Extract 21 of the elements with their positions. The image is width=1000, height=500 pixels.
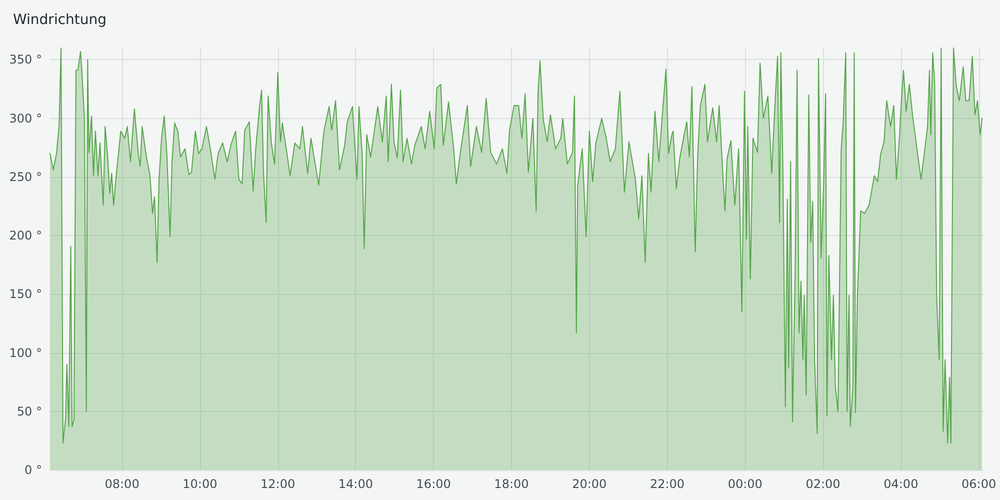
x-tick-label: 12:00 [260,477,296,491]
x-tick-label: 10:00 [182,477,218,491]
x-tick-label: 22:00 [650,477,685,491]
x-tick-label: 00:00 [728,477,762,491]
y-tick-label: 250 ° [9,170,42,184]
x-tick-label: 14:00 [338,477,374,491]
y-tick-label: 0 ° [24,463,42,477]
y-tick-label: 50 ° [16,404,42,418]
x-tick-label: 06:00 [962,477,996,491]
x-tick-label: 08:00 [104,477,140,491]
x-tick-label: 04:00 [884,477,918,491]
chart-title: Windrichtung [13,12,107,28]
x-tick-label: 20:00 [572,477,607,491]
y-tick-label: 100 ° [9,346,42,360]
x-tick-label: 16:00 [416,477,451,491]
y-tick-label: 150 ° [9,287,42,302]
x-tick-label: 18:00 [494,477,529,491]
x-tick-label: 02:00 [806,477,840,491]
y-tick-label: 350 ° [9,52,42,67]
y-tick-label: 200 ° [9,228,42,243]
y-tick-label: 300 ° [9,111,42,126]
